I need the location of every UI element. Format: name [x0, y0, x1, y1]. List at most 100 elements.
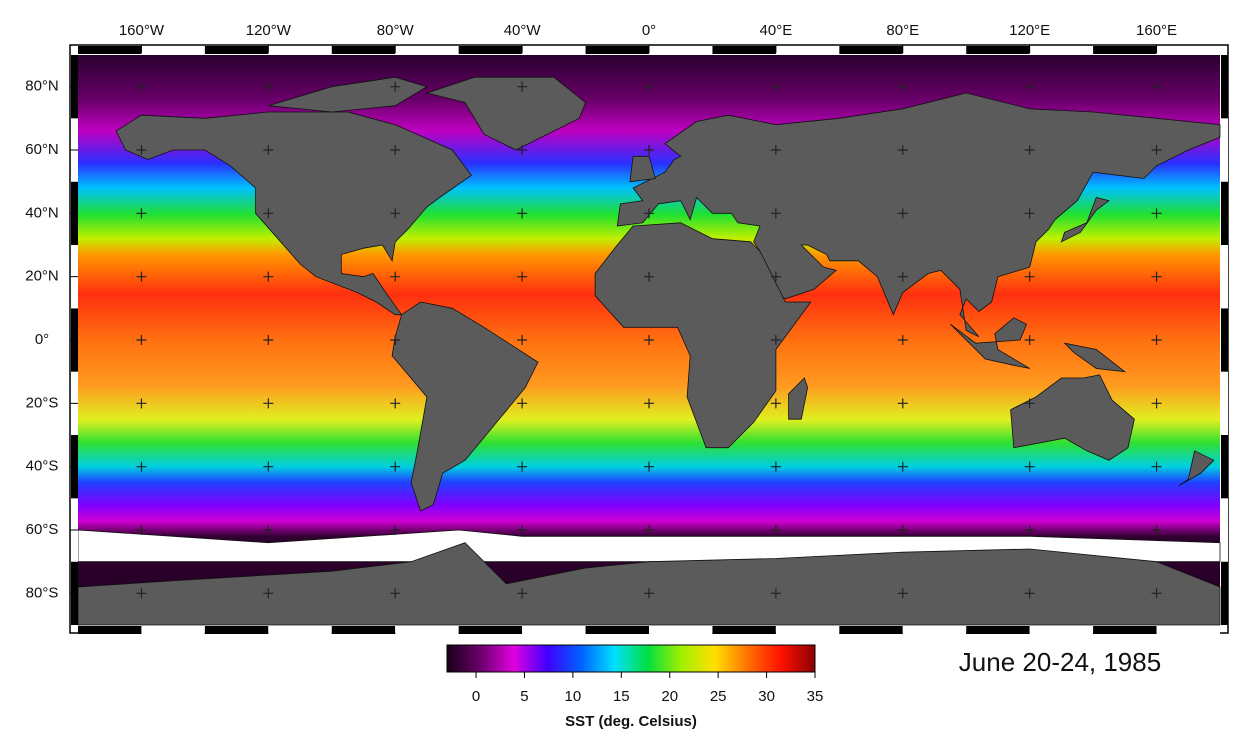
- grid-cross: [770, 525, 781, 535]
- grid-cross: [390, 525, 401, 535]
- frame-bar: [839, 626, 903, 634]
- indonesia: [950, 317, 1030, 369]
- frame-bar: [1029, 626, 1094, 634]
- greenland: [425, 76, 587, 151]
- colorbar-tick-label: 10: [565, 688, 582, 705]
- grid-cross: [136, 398, 147, 409]
- frame-bar: [395, 46, 459, 54]
- grid-cross: [517, 398, 528, 409]
- japan: [1060, 197, 1110, 243]
- grid-cross: [1151, 145, 1162, 155]
- colorbar-tick-label: 0: [472, 688, 480, 705]
- grid-cross: [770, 81, 781, 92]
- madagascar: [788, 377, 809, 420]
- lat-tick-label: 0°: [35, 331, 49, 348]
- frame-bar: [712, 626, 776, 634]
- grid-cross: [1024, 145, 1035, 155]
- grid-cross: [390, 588, 401, 599]
- grid-cross: [644, 271, 654, 282]
- lon-tick-label: 40°W: [504, 22, 542, 39]
- lon-tick-label: 0°: [642, 22, 656, 39]
- grid-cross: [644, 145, 654, 155]
- grid-cross: [517, 525, 528, 535]
- new-guinea: [1063, 342, 1127, 373]
- lat-tick-label: 20°S: [26, 394, 59, 411]
- eurasia: [616, 92, 1221, 338]
- frame-bar: [966, 626, 1030, 634]
- britain: [629, 155, 656, 183]
- frame-bar: [268, 46, 332, 54]
- grid-cross: [1151, 271, 1162, 282]
- grid-cross: [1151, 81, 1162, 92]
- frame-bar: [775, 46, 840, 54]
- grid-cross: [390, 145, 401, 155]
- grid-cross: [517, 588, 528, 599]
- grid-cross: [1024, 398, 1035, 409]
- grid-cross: [1024, 525, 1035, 535]
- grid-cross: [644, 398, 654, 409]
- frame-bar: [1221, 371, 1228, 435]
- grid-cross: [263, 208, 274, 219]
- grid-cross: [1024, 208, 1035, 219]
- grid-cross: [1151, 335, 1162, 345]
- grid-cross: [517, 271, 528, 282]
- grid-cross: [897, 335, 908, 345]
- grid-cross: [897, 145, 908, 155]
- frame-bar: [204, 626, 269, 634]
- grid-cross: [770, 588, 781, 599]
- grid-cross: [517, 208, 528, 219]
- grid-cross: [136, 525, 147, 535]
- grid-cross: [263, 335, 274, 345]
- frame-bar: [839, 46, 903, 54]
- grid-cross: [263, 398, 274, 409]
- frame-bar: [649, 46, 713, 54]
- grid-cross: [770, 208, 781, 219]
- frame-bar: [1093, 46, 1157, 54]
- frame-bar: [1221, 118, 1228, 182]
- grid-cross: [1151, 208, 1162, 219]
- grid-cross: [897, 461, 908, 472]
- frame-bar: [902, 626, 967, 634]
- frame-bar: [331, 626, 396, 634]
- lon-tick-label: 80°E: [886, 22, 919, 39]
- grid-cross: [390, 461, 401, 472]
- frame-bar: [1221, 181, 1228, 245]
- grid-cross: [390, 398, 401, 409]
- grid-cross: [1024, 588, 1035, 599]
- grid-cross: [1151, 398, 1162, 409]
- frame-bar: [1221, 498, 1228, 562]
- frame-bar: [775, 626, 840, 634]
- lon-tick-label: 120°E: [1009, 22, 1050, 39]
- grid-cross: [897, 271, 908, 282]
- frame-bar: [1093, 626, 1157, 634]
- grid-cross: [136, 208, 147, 219]
- frame-bar: [1221, 55, 1228, 119]
- grid-cross: [263, 145, 274, 155]
- south-america: [391, 301, 539, 512]
- lat-tick-label: 80°S: [26, 584, 59, 601]
- frame-bar: [585, 46, 649, 54]
- new-zealand: [1178, 450, 1215, 487]
- grid-cross: [390, 208, 401, 219]
- colorbar-tick-label: 30: [758, 688, 775, 705]
- grid-cross: [770, 398, 781, 409]
- grid-cross: [644, 208, 654, 219]
- frame-bar: [585, 626, 649, 634]
- grid-cross: [644, 81, 654, 92]
- frame-bar: [204, 46, 269, 54]
- grid-cross: [390, 81, 401, 92]
- grid-cross: [1024, 81, 1035, 92]
- grid-cross: [1024, 335, 1035, 345]
- lat-tick-label: 60°N: [25, 141, 59, 158]
- grid-cross: [897, 208, 908, 219]
- lon-tick-label: 80°W: [377, 22, 415, 39]
- colorbar-label: SST (deg. Celsius): [565, 713, 697, 730]
- grid-cross: [136, 145, 147, 155]
- grid-cross: [644, 461, 654, 472]
- grid-cross: [390, 335, 401, 345]
- frame-bar: [649, 626, 713, 634]
- lon-tick-label: 160°W: [119, 22, 165, 39]
- grid-cross: [1151, 461, 1162, 472]
